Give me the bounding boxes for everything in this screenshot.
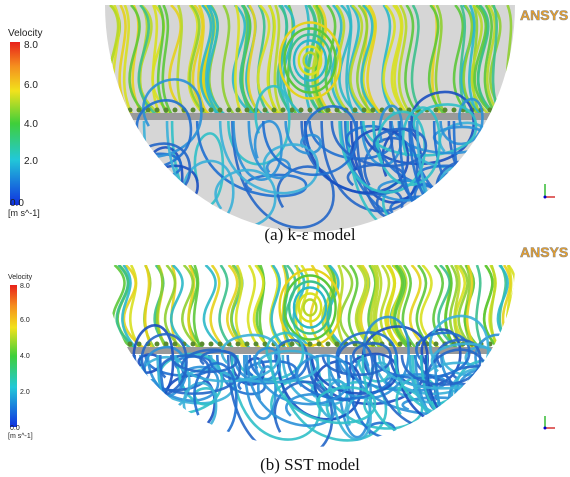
colorbar [10, 42, 20, 205]
hole [263, 108, 268, 113]
legend-tick: 6.0 [24, 80, 38, 91]
hole [191, 342, 196, 347]
colorbar [10, 285, 17, 427]
legend-title: Velocity [8, 28, 42, 39]
hole [434, 342, 439, 347]
hole [155, 108, 160, 113]
hole [164, 342, 169, 347]
hole [326, 342, 331, 347]
hole [245, 108, 250, 113]
legend-tick: 4.0 [24, 119, 38, 130]
hole [128, 108, 133, 113]
hole [434, 108, 439, 113]
axis-triad [544, 416, 556, 430]
caption: (b) SST model [260, 455, 360, 474]
panel-a: Velocity 8.0 6.0 4.0 2.0 0.0 [m s^-1] AN… [8, 5, 568, 244]
hole [218, 108, 223, 113]
caption: (a) k-ε model [264, 225, 355, 244]
hole [218, 342, 223, 347]
ansys-logo: ANSYS [520, 244, 568, 260]
hole [245, 342, 250, 347]
hole [290, 342, 295, 347]
figure: Velocity 8.0 6.0 4.0 2.0 0.0 [m s^-1] AN… [0, 0, 570, 477]
hole [488, 108, 493, 113]
hole [398, 342, 403, 347]
hole [497, 108, 502, 113]
hole [371, 108, 376, 113]
hole [317, 342, 322, 347]
legend-tick: 2.0 [24, 156, 38, 167]
hole [497, 342, 502, 347]
hole [200, 342, 205, 347]
hole [281, 108, 286, 113]
hole [452, 108, 457, 113]
hole [236, 108, 241, 113]
legend-unit: [m s^-1] [8, 208, 40, 218]
hole [173, 108, 178, 113]
hole [209, 108, 214, 113]
ansys-logo: ANSYS [520, 7, 568, 23]
hole [209, 342, 214, 347]
hole [389, 108, 394, 113]
hole [164, 108, 169, 113]
hole [128, 342, 133, 347]
legend-title: Velocity [8, 274, 33, 281]
legend-tick: 8.0 [24, 40, 38, 51]
panel-b: Velocity 8.0 6.0 4.0 2.0 0.0 [m s^-1] AN… [8, 244, 568, 474]
hole [191, 108, 196, 113]
legend-tick: 0.0 [10, 425, 20, 432]
hole [236, 342, 241, 347]
hole [443, 108, 448, 113]
hole [173, 342, 178, 347]
legend-tick: 4.0 [20, 353, 30, 360]
hole [335, 342, 340, 347]
legend-tick: 6.0 [20, 317, 30, 324]
hole [299, 108, 304, 113]
hole [362, 108, 367, 113]
axis-triad [544, 184, 556, 199]
hole [290, 108, 295, 113]
hole [227, 108, 232, 113]
hole [155, 342, 160, 347]
hole [353, 108, 358, 113]
hole [308, 108, 313, 113]
hole [308, 342, 313, 347]
hole [272, 108, 277, 113]
legend-unit: [m s^-1] [8, 433, 33, 440]
legend-tick: 8.0 [20, 283, 30, 290]
hole [254, 342, 259, 347]
legend-tick: 2.0 [20, 389, 30, 396]
